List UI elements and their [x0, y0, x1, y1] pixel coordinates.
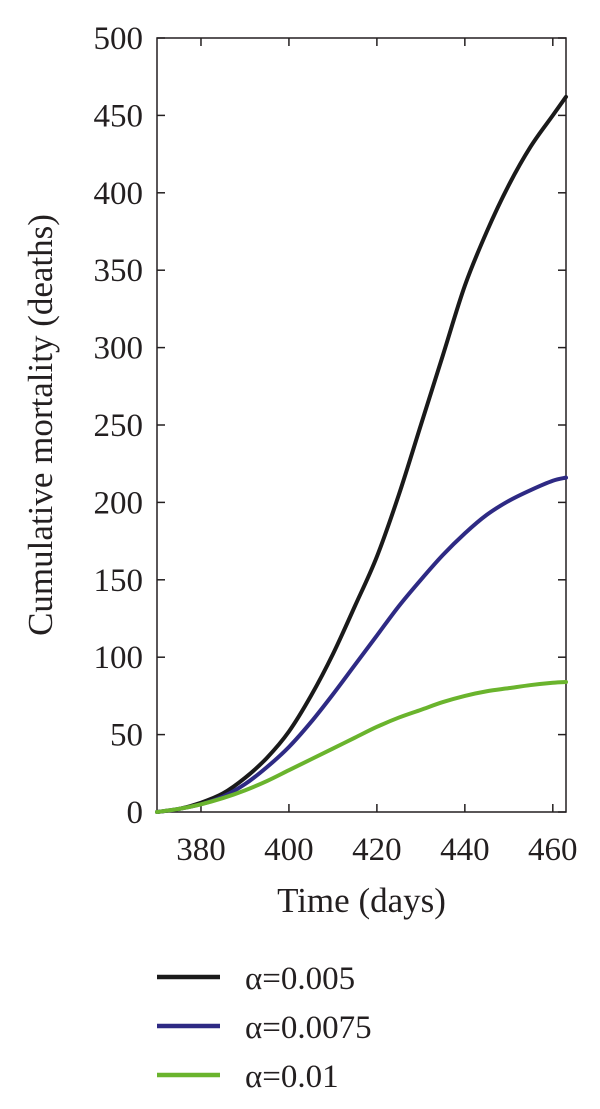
y-tick-label: 100: [94, 640, 144, 676]
y-axis: 0 50 100 150 200 250 300 350 400 450 500: [94, 21, 566, 831]
y-axis-label: Cumulative mortality (deaths): [21, 214, 60, 636]
x-tick-label: 440: [440, 832, 490, 868]
legend-label-1: α=0.005: [245, 961, 355, 997]
x-tick-label: 380: [176, 832, 226, 868]
legend: α=0.005 α=0.0075 α=0.01: [157, 961, 372, 1095]
legend-label-3: α=0.01: [245, 1059, 339, 1095]
y-tick-label: 250: [94, 408, 144, 444]
y-tick-label: 400: [94, 176, 144, 212]
x-tick-label: 420: [352, 832, 402, 868]
y-tick-label: 450: [94, 98, 144, 134]
x-tick-label: 400: [264, 832, 314, 868]
y-tick-label: 200: [94, 485, 144, 521]
legend-label-2: α=0.0075: [245, 1010, 372, 1046]
x-tick-label: 460: [528, 832, 578, 868]
y-tick-label: 150: [94, 563, 144, 599]
y-tick-label: 500: [94, 21, 144, 57]
x-axis-label: Time (days): [277, 881, 446, 920]
series-lines: [155, 94, 568, 814]
y-tick-label: 50: [110, 718, 143, 754]
plot-frame: [156, 37, 567, 813]
series-line-2: [155, 475, 568, 814]
y-tick-label: 0: [127, 795, 144, 831]
x-axis: 380 400 420 440 460: [176, 38, 578, 868]
y-tick-label: 350: [94, 253, 144, 289]
y-tick-label: 300: [94, 331, 144, 367]
series-line-1: [155, 94, 568, 814]
series-line-3: [155, 679, 568, 814]
plot-area: [156, 37, 567, 813]
